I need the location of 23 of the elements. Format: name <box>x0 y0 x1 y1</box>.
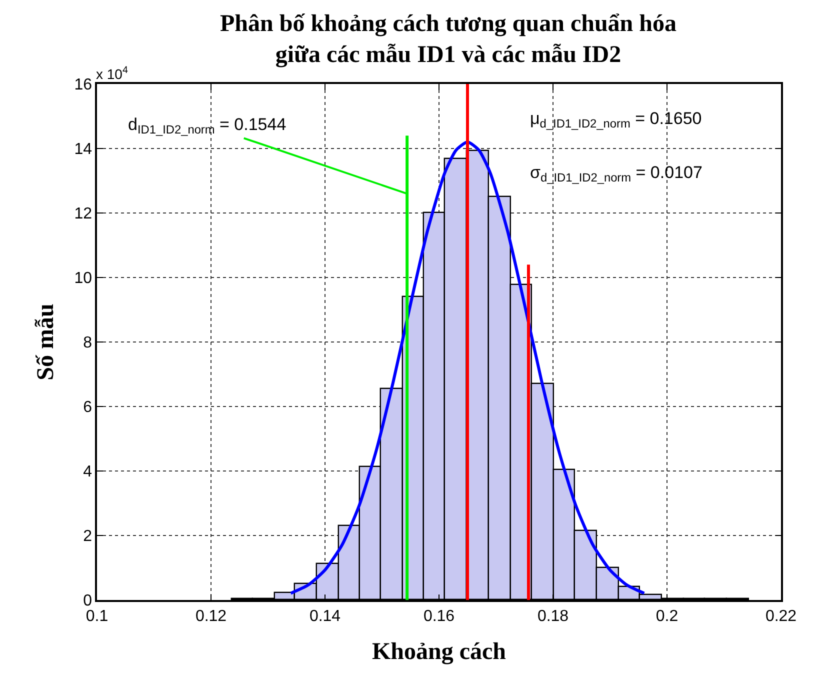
x-tick-label: 0.12 <box>195 608 227 625</box>
y-axis-title: Số mẫu <box>32 304 59 380</box>
x-tick-label: 0.16 <box>423 608 455 625</box>
y-tick-label: 2 <box>83 528 92 546</box>
y-tick-label: 4 <box>83 464 92 481</box>
y-tick-label: 10 <box>74 270 92 288</box>
annotation: σ$_{d_ID1_ID2_norm}$ = 0.0107 <box>530 163 702 185</box>
y-tick-label: 6 <box>83 399 92 416</box>
annotation: μ$_{d_ID1_ID2_norm}$ = 0.1650 <box>530 109 702 131</box>
y-tick-label: 8 <box>83 334 92 352</box>
x-tick-label: 0.18 <box>537 608 569 625</box>
y-tick-label: 0 <box>83 592 92 610</box>
y-tick-label: 14 <box>74 141 92 158</box>
annotation: d$_{ID1_ID2_norm}$ = 0.1544 <box>128 115 286 137</box>
x-axis-title: Khoảng cách <box>372 638 506 665</box>
y-tick-label: 16 <box>74 76 92 94</box>
text: x 10$^{4}$ <box>96 65 128 82</box>
chart-title: Phân bố khoảng cách tương quan chuẩn hóa giữa các mẫu ID1 và các mẫu ID2 <box>220 10 677 68</box>
x-tick-label: 0.14 <box>309 608 341 625</box>
y-tick-label: 12 <box>74 206 92 223</box>
x-tick-label: 0.22 <box>765 608 797 625</box>
x-tick-label: 0.1 <box>86 608 108 625</box>
x-tick-label: 0.2 <box>656 608 678 625</box>
